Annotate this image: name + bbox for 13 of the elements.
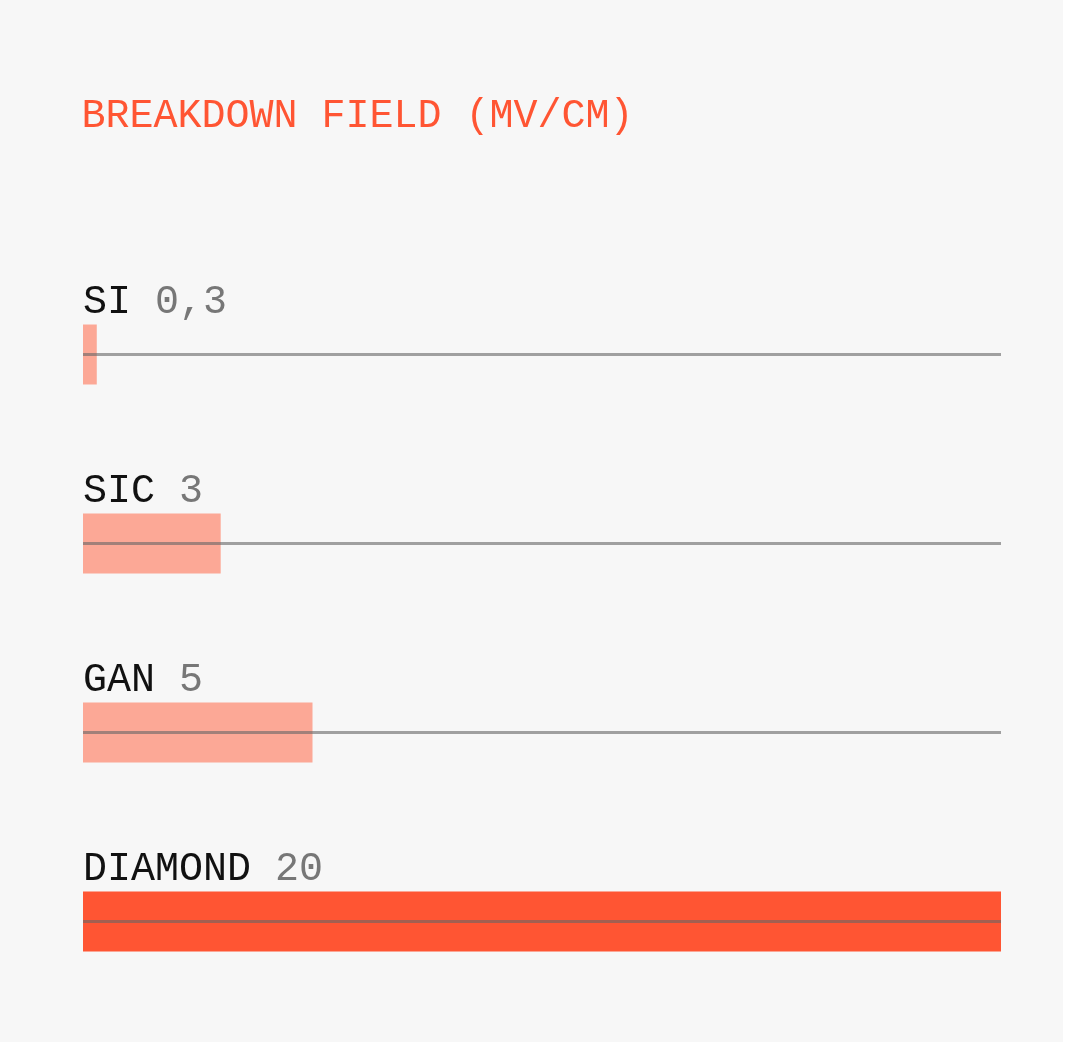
bar bbox=[83, 513, 221, 574]
y-tick-label: SIC bbox=[83, 468, 156, 514]
bar bbox=[83, 324, 97, 385]
y-tick-label: DIAMOND bbox=[83, 846, 252, 892]
y-tick-label: SI bbox=[83, 279, 132, 325]
bar bbox=[83, 702, 313, 763]
chart-title: BREAKDOWN FIELD (MV/CM) bbox=[81, 94, 634, 139]
data-label: 3 bbox=[179, 468, 204, 514]
data-label: 0,3 bbox=[155, 279, 228, 325]
y-tick-label: GAN bbox=[83, 657, 156, 703]
data-label: 20 bbox=[275, 846, 324, 892]
bar bbox=[83, 891, 1001, 952]
data-label: 5 bbox=[179, 657, 204, 703]
